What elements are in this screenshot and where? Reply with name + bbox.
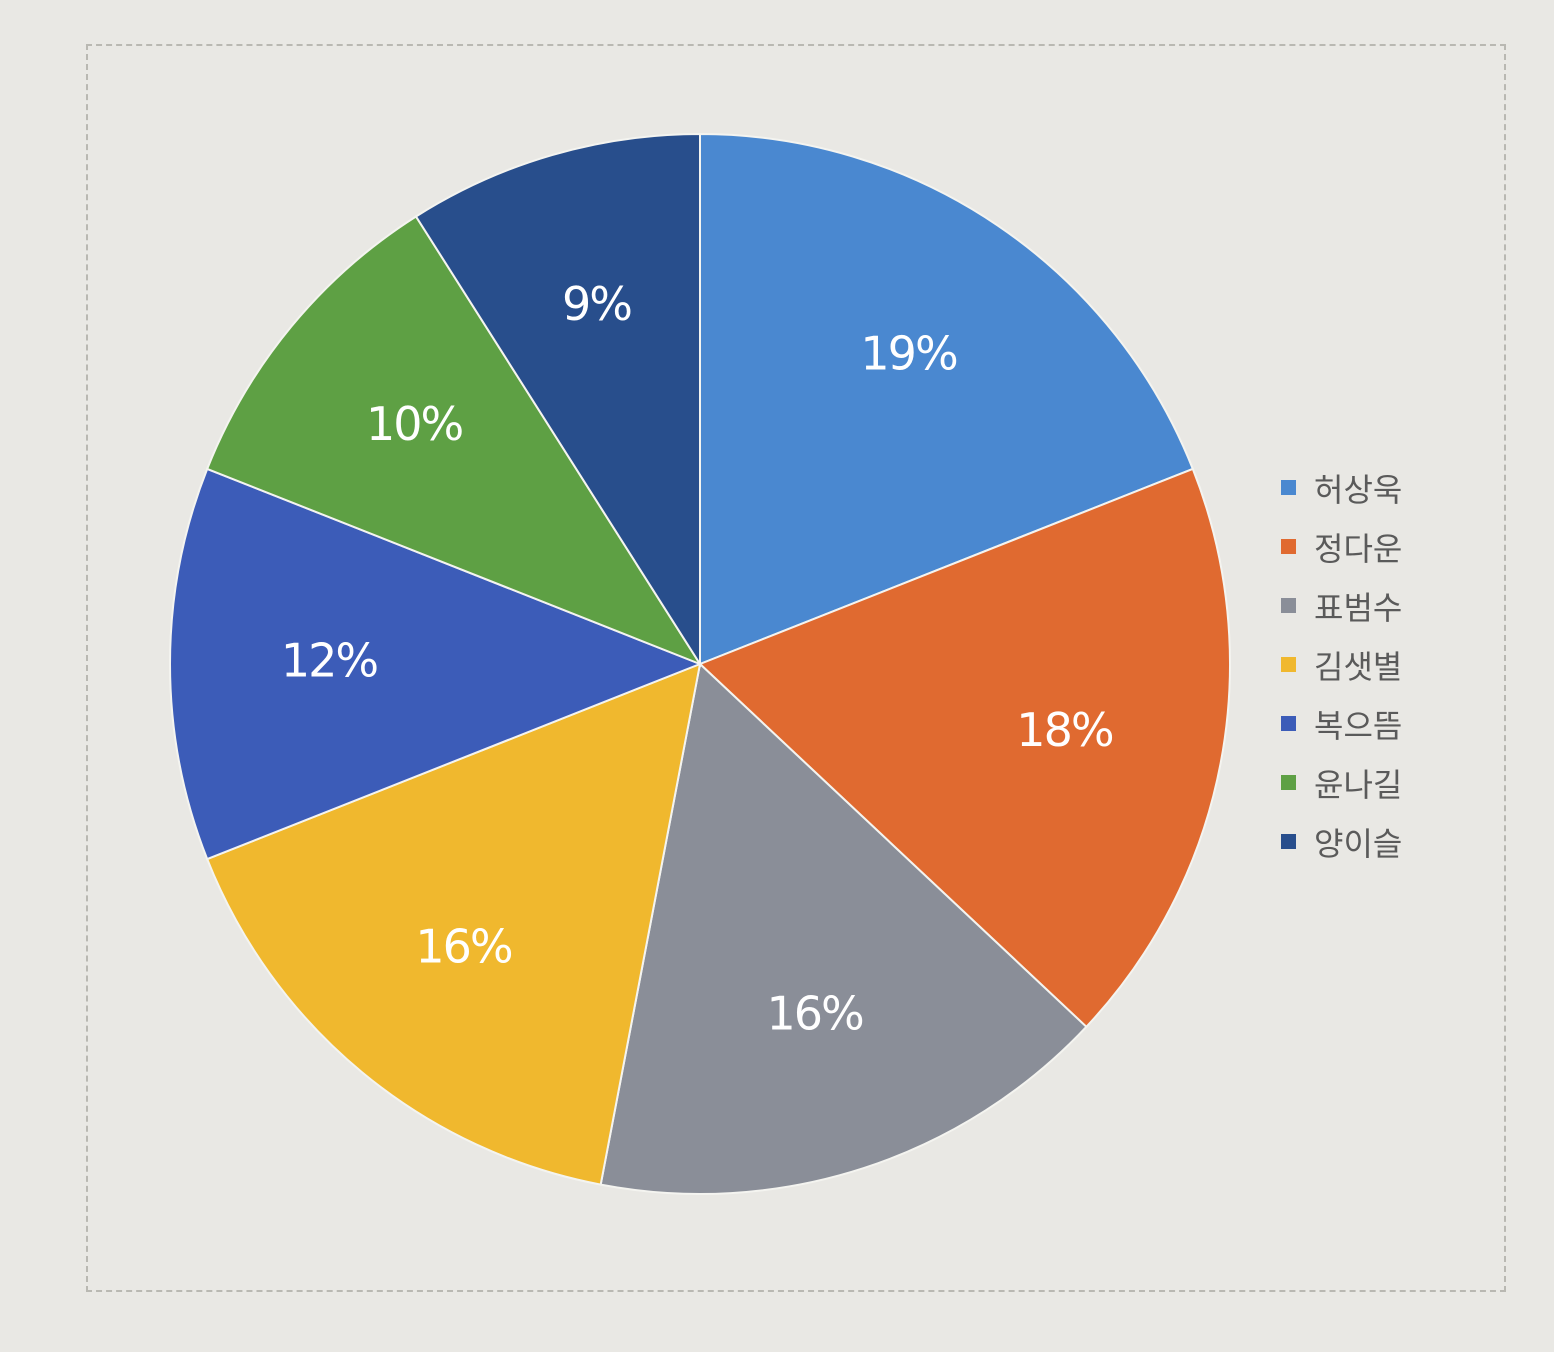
pie-slice-1: [699, 132, 1195, 666]
legend-item: 허상욱: [1281, 458, 1402, 517]
legend-item: 윤나길: [1281, 753, 1402, 812]
pie-slice-4: [205, 662, 702, 1186]
pie-slice-6: [205, 215, 703, 667]
legend-label: 양이슬: [1314, 824, 1403, 863]
pie-slice-7: [414, 132, 701, 668]
legend-swatch: [1281, 834, 1296, 849]
legend-swatch: [1281, 598, 1296, 613]
slice-data-label: 12%: [281, 634, 378, 688]
legend-label: 윤나길: [1314, 765, 1403, 804]
legend-swatch: [1281, 480, 1296, 495]
legend-item: 양이슬: [1281, 812, 1402, 871]
legend-label: 정다운: [1314, 529, 1403, 568]
pie-labels: 19% 18% 16% 16% 12% 10% 9%: [281, 277, 1115, 1040]
legend-item: 복으뜸: [1281, 694, 1402, 753]
legend-swatch: [1281, 775, 1296, 790]
slice-data-label: 16%: [415, 919, 512, 973]
legend-label: 표범수: [1314, 588, 1403, 627]
legend-swatch: [1281, 716, 1296, 731]
slice-data-label: 19%: [860, 327, 957, 381]
legend-swatch: [1281, 657, 1296, 672]
slice-data-label: 18%: [1016, 703, 1113, 757]
slice-data-label: 9%: [562, 277, 631, 331]
slice-data-label: 16%: [767, 986, 864, 1040]
pie-slice-3: [599, 662, 1088, 1195]
pie-slices: [169, 132, 1231, 1195]
chart-frame: [86, 44, 1506, 1292]
pie-slice-5: [169, 467, 703, 861]
legend-label: 복으뜸: [1314, 706, 1403, 745]
legend-label: 허상욱: [1314, 470, 1403, 509]
legend-item: 표범수: [1281, 576, 1402, 635]
legend-label: 김샛별: [1314, 647, 1403, 686]
legend-swatch: [1281, 539, 1296, 554]
legend-item: 정다운: [1281, 517, 1402, 576]
slice-data-label: 10%: [366, 397, 463, 451]
legend-item: 김샛별: [1281, 635, 1402, 694]
pie-slice-2: [698, 467, 1231, 1029]
